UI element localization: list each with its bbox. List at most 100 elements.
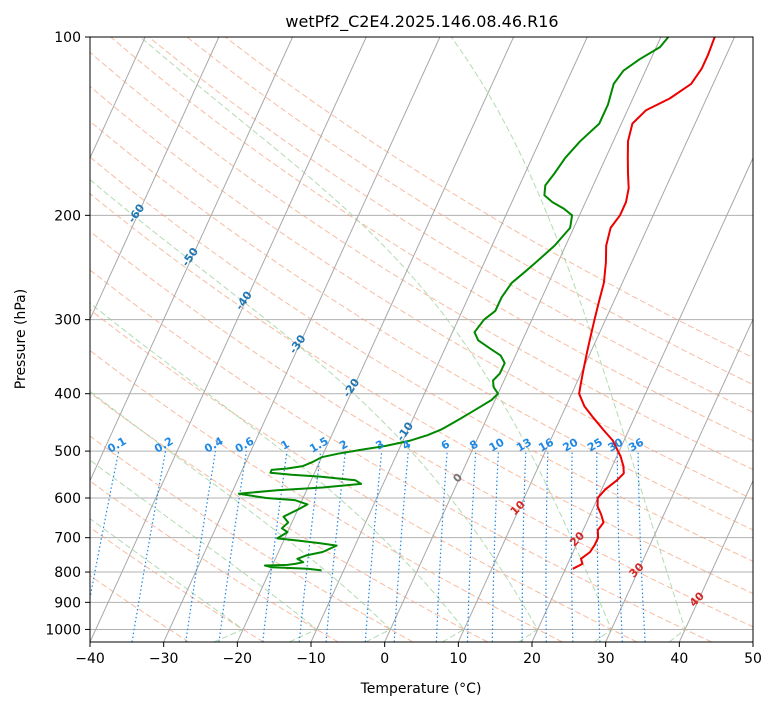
dry-adiabat (90, 230, 753, 628)
mixing-ratio-label: 6 (439, 437, 452, 452)
y-tick-label: 800 (54, 565, 81, 581)
mixing-ratio-label: 20 (560, 435, 580, 454)
y-tick-label: 700 (54, 531, 81, 547)
moist-adiabat (90, 178, 539, 642)
dry-adiabat (186, 37, 753, 386)
moist-adiabat (140, 37, 613, 642)
dry-adiabat (90, 392, 488, 642)
dry-adiabat (90, 349, 563, 642)
mixing-ratio-line (393, 451, 409, 642)
line-labels: 0.10.20.40.611.52346810131620253036-100-… (18, 114, 707, 610)
isotherm-label: -20 (340, 376, 362, 400)
x-tick-label: 0 (380, 651, 389, 667)
dry-adiabat (90, 309, 638, 642)
isotherm-label: 30 (627, 560, 647, 580)
mixing-ratio-lines (90, 450, 646, 642)
y-tick-label: 500 (54, 444, 81, 460)
mixing-ratio-line (491, 451, 499, 642)
y-tick-label: 200 (54, 208, 81, 224)
isotherm-label: 40 (687, 589, 707, 609)
x-tick-label: −10 (296, 651, 326, 667)
y-tick-label: 1000 (45, 622, 81, 638)
mixing-ratio-line (435, 451, 448, 642)
mixing-ratio-line (364, 451, 383, 642)
isotherm-label: 0 (450, 471, 465, 486)
isotherm (384, 37, 662, 642)
y-tick-label: 300 (54, 313, 81, 329)
isotherm-label: -40 (233, 289, 255, 313)
isotherm-label: -70 (72, 158, 94, 182)
pressure-gridlines (90, 37, 753, 630)
dry-adiabats (90, 37, 753, 642)
y-tick-label: 100 (54, 30, 81, 46)
x-axis-label: Temperature (°C) (360, 681, 482, 697)
moist-adiabat (450, 37, 686, 642)
mixing-ratio-label: 3 (373, 438, 386, 453)
isotherm (90, 37, 220, 321)
mixing-ratio-label: 30 (606, 435, 626, 454)
isotherm (0, 37, 72, 642)
isotherm (90, 37, 367, 642)
mixing-ratio-line (262, 451, 288, 642)
x-tick-label: 30 (597, 651, 615, 667)
mixing-ratio-line (325, 451, 347, 642)
isotherm (163, 37, 441, 642)
isotherm (605, 318, 753, 642)
temperature-profile (572, 37, 716, 570)
plot-frame (89, 36, 754, 643)
dry-adiabat (148, 37, 753, 413)
dry-adiabat (110, 37, 753, 442)
mixing-ratio-line (596, 451, 601, 642)
isotherm-label: -60 (125, 201, 147, 225)
isotherm (678, 479, 753, 642)
isotherm-label: 10 (508, 498, 528, 518)
dry-adiabat (90, 574, 190, 642)
dry-adiabat (90, 269, 712, 642)
dry-adiabat (90, 435, 414, 642)
mixing-ratio-line (298, 451, 322, 642)
chart-title: wetPf2_C2E4.2025.146.08.46.R16 (285, 12, 558, 32)
dry-adiabat (90, 85, 753, 500)
moist-adiabat (90, 390, 392, 642)
x-tick-label: −20 (223, 651, 253, 667)
mixing-ratio-label: 0.2 (152, 435, 175, 456)
x-tick-label: 10 (449, 651, 467, 667)
y-axis: 100 200 300 400 500 600 700 800 900 1000 (45, 30, 90, 638)
mixing-ratio-label: 10 (487, 435, 507, 454)
isotherm (752, 640, 753, 642)
dry-adiabat (90, 156, 753, 562)
profile-lines (237, 37, 716, 572)
dewpoint-profile (237, 37, 670, 572)
isotherm (90, 37, 146, 160)
dry-adiabat (90, 193, 753, 595)
mixing-ratio-label: 25 (585, 436, 605, 455)
y-tick-label: 400 (54, 387, 81, 403)
isotherm (90, 37, 294, 482)
isotherm (531, 156, 753, 642)
isotherm (310, 37, 588, 642)
dry-adiabat (90, 120, 753, 531)
x-tick-label: −40 (75, 651, 105, 667)
mixing-ratio-label: 16 (536, 435, 556, 454)
mixing-ratio-label: 1.5 (307, 435, 330, 456)
mixing-ratio-label: 2 (337, 438, 350, 453)
x-axis: −40 −30 −20 −10 0 10 20 30 40 50 (75, 642, 762, 667)
mixing-ratio-label: 0.4 (202, 434, 226, 455)
mixing-ratio-line (545, 451, 549, 642)
x-tick-label: 20 (523, 651, 541, 667)
mixing-ratio-label: 0.1 (105, 435, 128, 456)
mixing-ratio-line (218, 451, 247, 642)
isotherm-label: -80 (18, 114, 40, 138)
mixing-ratio-line (131, 450, 167, 642)
y-tick-label: 900 (54, 595, 81, 611)
isotherm (236, 37, 515, 642)
mixing-ratio-line (185, 451, 217, 642)
dry-adiabat (90, 480, 339, 642)
isotherms (0, 37, 753, 642)
x-tick-label: −30 (149, 651, 179, 667)
isotherm-label: -30 (287, 332, 309, 356)
y-tick-label: 600 (54, 491, 81, 507)
y-axis-label: Pressure (hPa) (13, 289, 29, 389)
x-tick-label: 40 (670, 651, 688, 667)
